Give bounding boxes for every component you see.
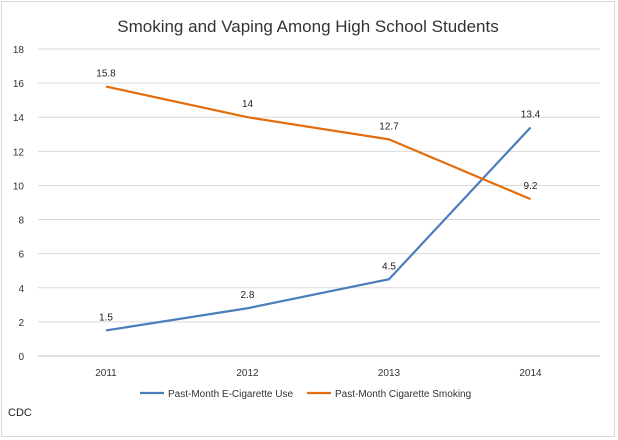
data-label: 15.8 (96, 69, 116, 80)
y-tick-label: 8 (18, 216, 24, 227)
x-tick-label: 2013 (378, 368, 401, 379)
y-tick-label: 10 (13, 181, 25, 192)
x-tick-label: 2014 (519, 368, 542, 379)
data-labels: 1.5 2.8 4.5 13.4 15.8 14 12.7 9.2 (96, 69, 540, 324)
x-axis-ticks: 2011 2012 2013 2014 (95, 368, 542, 379)
source-label: CDC (8, 407, 32, 419)
legend-entry: Past-Month E-Cigarette Use (168, 389, 293, 400)
y-tick-label: 2 (18, 318, 24, 329)
y-tick-label: 12 (13, 147, 25, 158)
data-label: 14 (242, 99, 254, 110)
y-tick-label: 16 (13, 79, 25, 90)
data-label: 13.4 (521, 109, 541, 120)
data-label: 4.5 (382, 261, 396, 272)
x-tick-label: 2012 (236, 368, 259, 379)
legend: Past-Month E-Cigarette Use Past-Month Cig… (140, 389, 471, 400)
y-tick-label: 0 (18, 352, 24, 363)
y-tick-label: 18 (13, 45, 25, 56)
data-label: 9.2 (524, 181, 538, 192)
series-group (105, 85, 532, 332)
y-axis-ticks: 0 2 4 6 8 10 12 14 16 18 (13, 45, 25, 363)
series-line-1 (105, 126, 532, 332)
data-label: 2.8 (241, 290, 255, 301)
legend-entry: Past-Month Cigarette Smoking (335, 389, 471, 400)
y-tick-label: 4 (18, 284, 24, 295)
y-tick-label: 14 (13, 113, 25, 124)
data-label: 1.5 (99, 312, 113, 323)
data-label: 12.7 (379, 121, 399, 132)
gridlines (38, 48, 600, 357)
x-tick-label: 2011 (95, 368, 117, 379)
series-line-2 (105, 85, 531, 201)
y-tick-label: 6 (18, 250, 24, 261)
chart-title: Smoking and Vaping Among High School Stu… (117, 17, 499, 36)
